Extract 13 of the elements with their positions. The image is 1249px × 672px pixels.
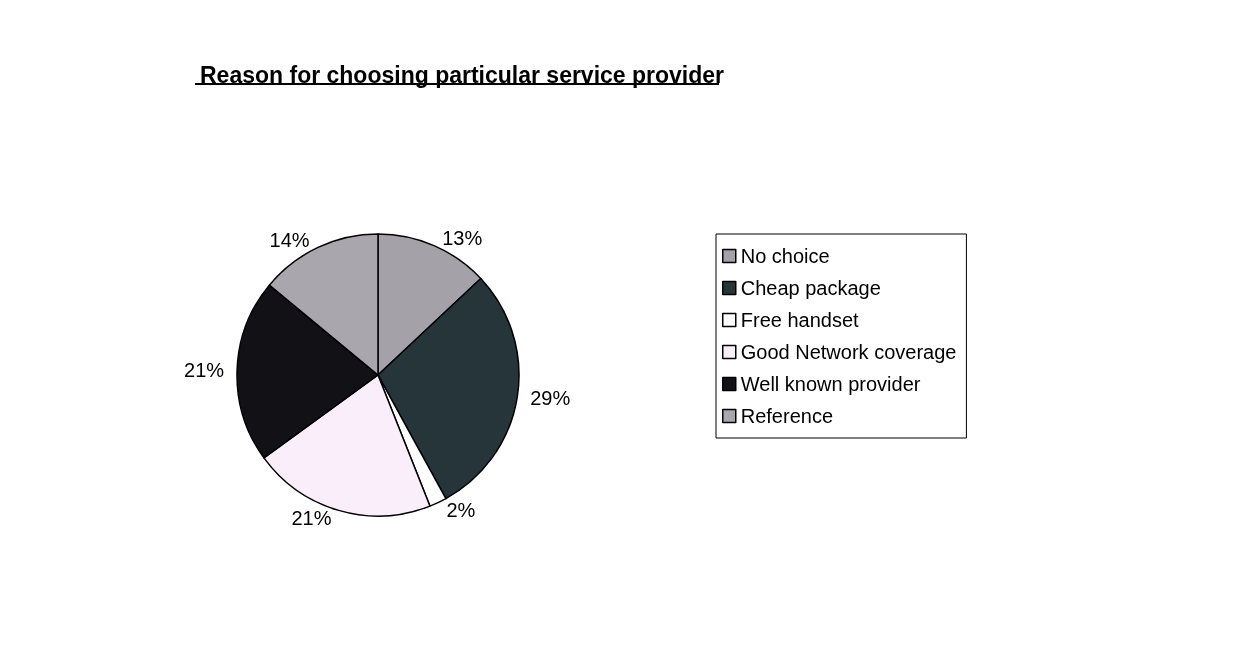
legend-label: Reference — [740, 405, 834, 427]
data-label: 2% — [446, 498, 476, 521]
legend-label: No choice — [740, 245, 830, 267]
data-label: 21% — [291, 507, 332, 530]
legend-label: Cheap package — [740, 277, 881, 299]
legend-label: Good Network coverage — [740, 341, 957, 363]
data-label: 29% — [530, 387, 571, 410]
legend-label: Free handset — [740, 309, 860, 331]
data-label: 14% — [269, 229, 310, 252]
data-label: 13% — [442, 227, 483, 250]
legend-label: Well known provider — [740, 373, 921, 395]
data-label: 21% — [184, 359, 225, 382]
chart-title: Reason for choosing particular service provider — [200, 61, 725, 88]
